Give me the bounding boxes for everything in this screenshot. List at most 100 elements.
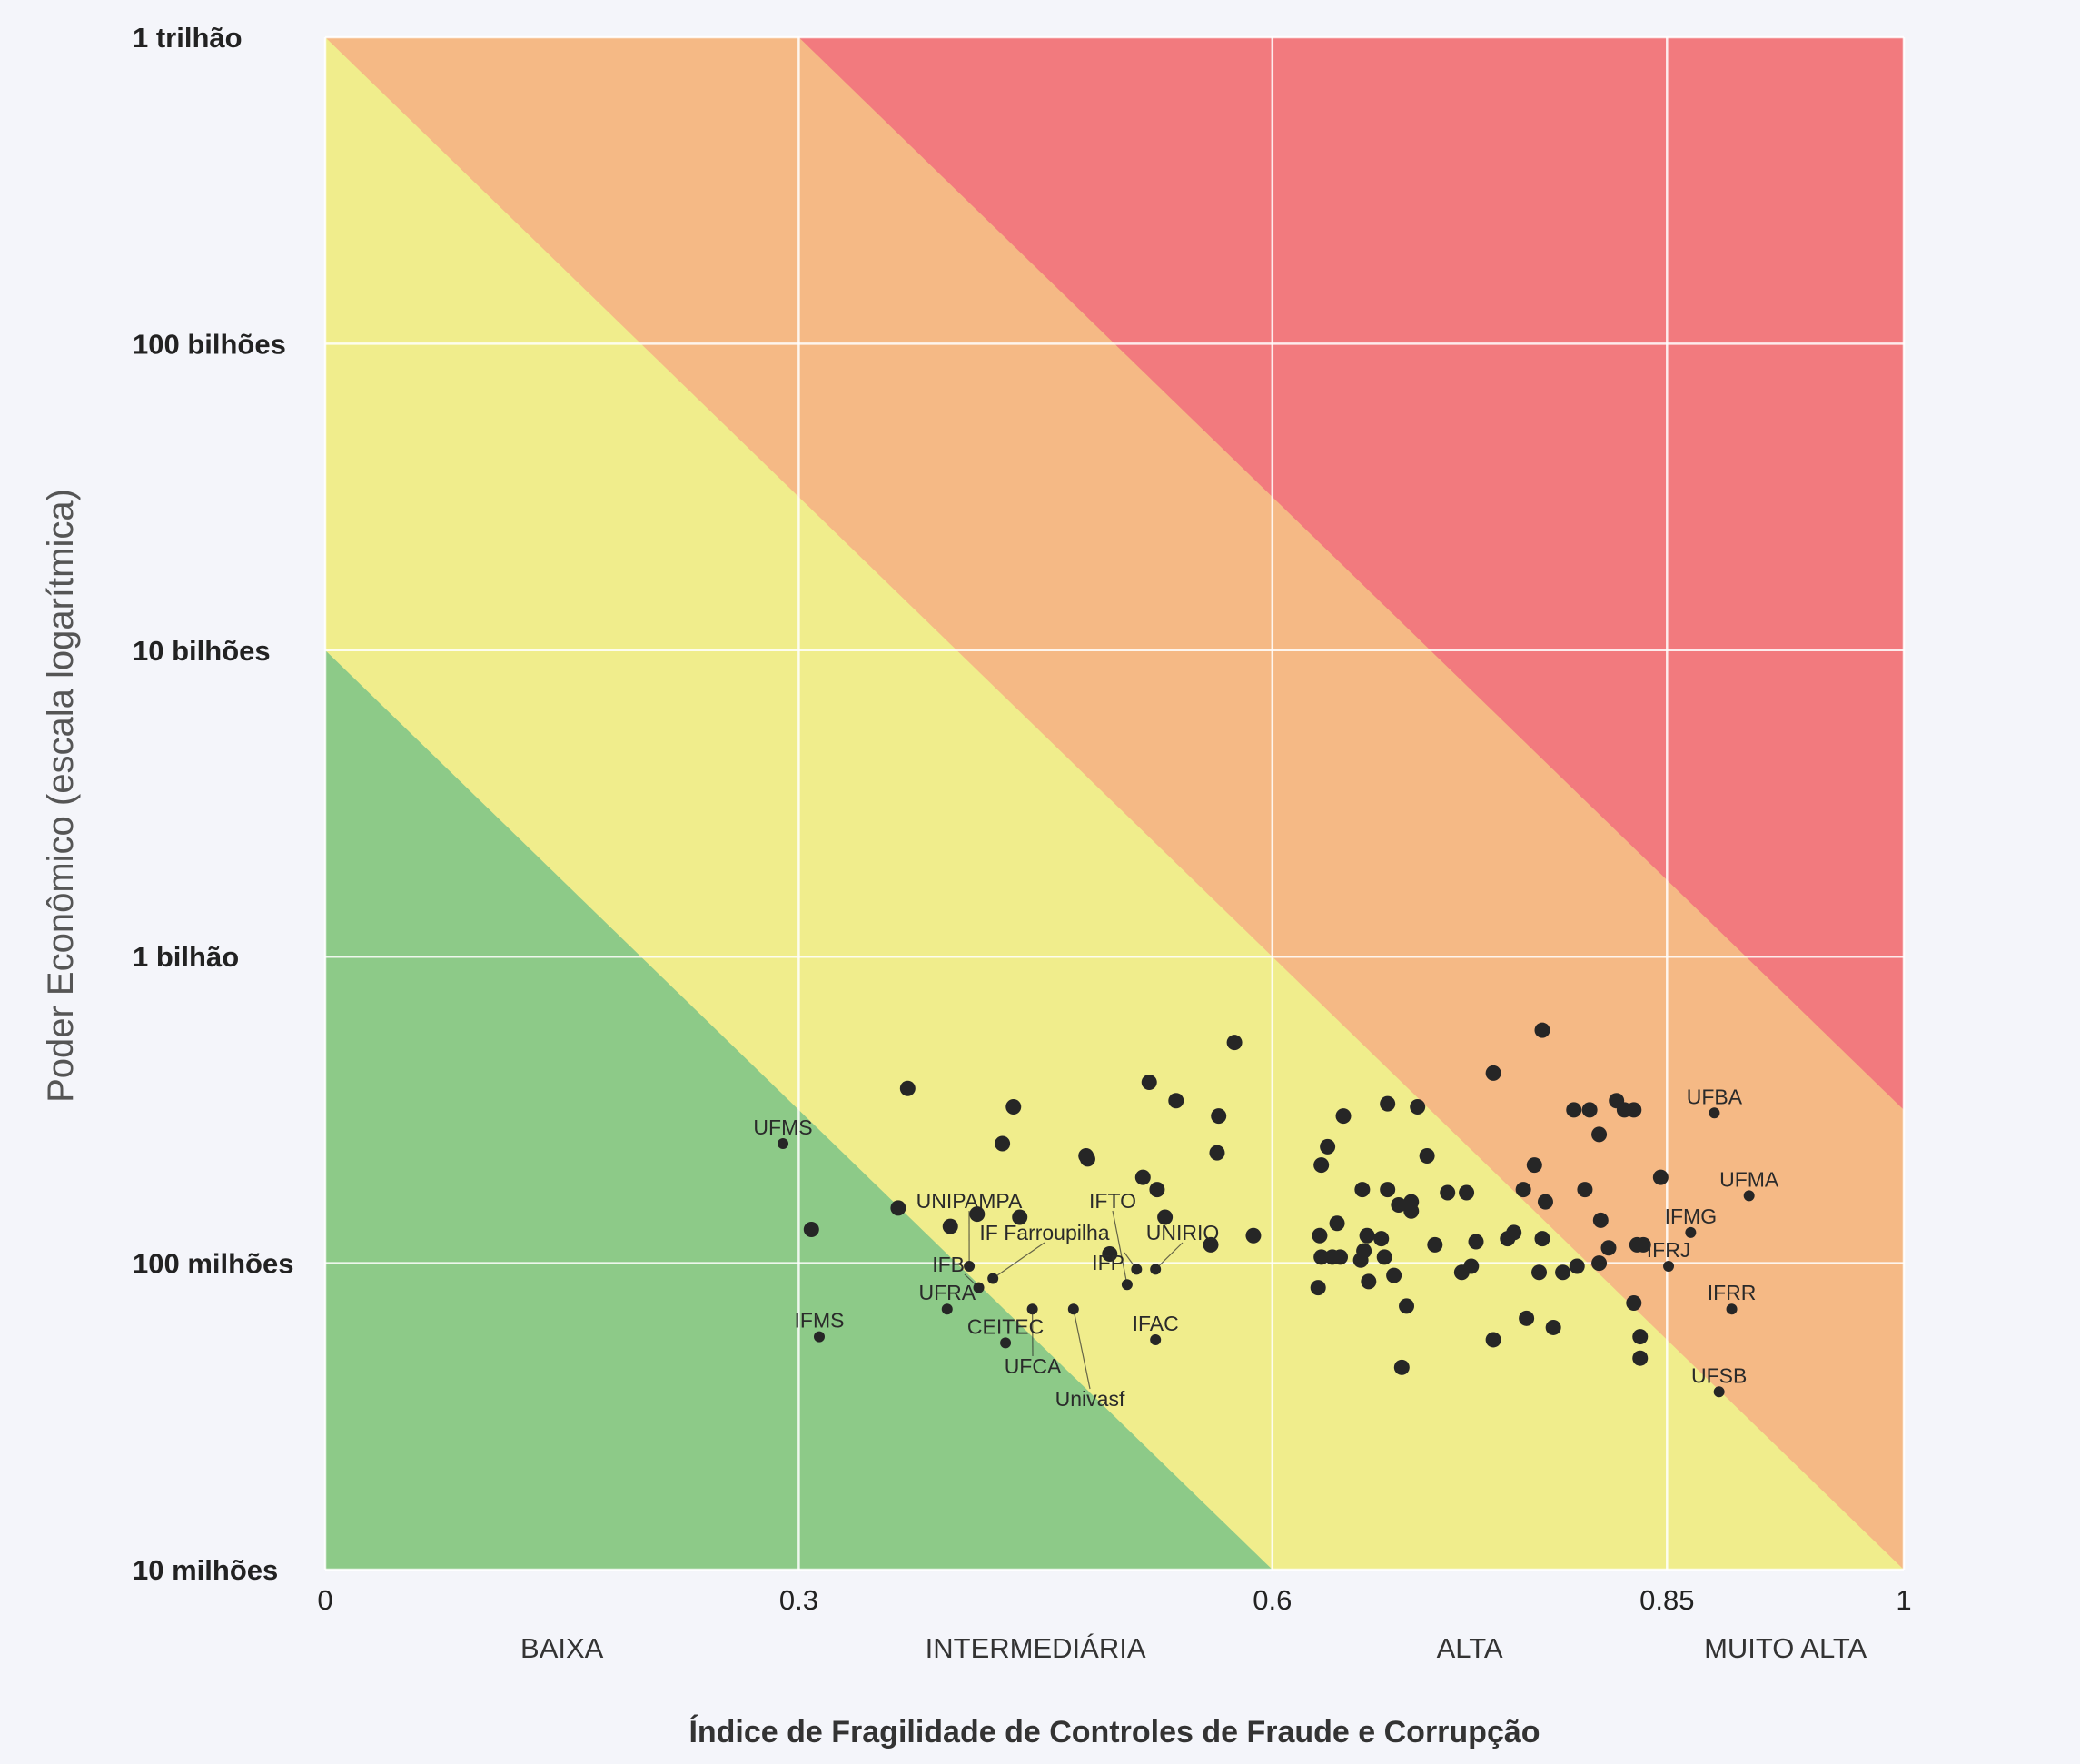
data-point [1380, 1182, 1396, 1198]
data-point [1591, 1255, 1608, 1272]
label-leader-line [1154, 1242, 1184, 1270]
data-point [1519, 1310, 1535, 1326]
y-tick-label: 100 milhões [133, 1248, 293, 1280]
data-point [1361, 1273, 1377, 1290]
data-point [1209, 1145, 1225, 1161]
data-point [1354, 1182, 1371, 1198]
point-label: UFCA [1005, 1354, 1062, 1378]
data-point [1626, 1294, 1642, 1311]
point-label: IFMS [795, 1309, 845, 1333]
labeled-data-point [1685, 1226, 1697, 1238]
data-point [1534, 1231, 1550, 1247]
data-point [1577, 1182, 1593, 1198]
point-label: UNIRIO [1146, 1221, 1220, 1244]
point-label: Univasf [1055, 1387, 1125, 1411]
data-point [1506, 1224, 1522, 1241]
data-point [1440, 1184, 1456, 1201]
y-tick-label: 1 trilhão [133, 22, 243, 54]
point-label: UFMS [753, 1115, 812, 1139]
point-label: IFAC [1133, 1312, 1179, 1335]
data-point [1515, 1182, 1531, 1198]
x-tick-label: 0 [317, 1584, 332, 1616]
data-point [1592, 1212, 1609, 1228]
data-point [1453, 1264, 1470, 1281]
point-labels: UFMS IFMS UFRA CEITEC UNIPAMPA IF Farroupilha… [753, 1085, 1778, 1411]
data-point [1393, 1359, 1410, 1375]
point-label: IFP [1092, 1251, 1124, 1274]
data-point [1626, 1102, 1642, 1118]
data-points [778, 1022, 1755, 1398]
data-point [899, 1080, 916, 1096]
labeled-data-point [1150, 1333, 1162, 1345]
data-point [803, 1221, 819, 1237]
data-point [1531, 1264, 1548, 1281]
point-label: UFBA [1687, 1085, 1743, 1108]
data-point [1419, 1148, 1435, 1164]
data-point [1376, 1249, 1392, 1265]
data-point [995, 1135, 1011, 1152]
point-label: UFSB [1691, 1363, 1747, 1387]
data-point [1545, 1319, 1561, 1335]
point-label: IFTO [1089, 1189, 1136, 1213]
y-axis-title: Poder Econômico (escala logarítmica) [41, 489, 81, 1103]
data-point [1335, 1108, 1352, 1125]
data-point [1391, 1196, 1407, 1213]
data-point [1102, 1245, 1118, 1262]
data-point [1566, 1102, 1582, 1118]
data-point [1168, 1093, 1184, 1109]
data-point [1310, 1280, 1326, 1296]
data-point [1134, 1169, 1151, 1185]
data-point [1459, 1184, 1475, 1201]
labeled-data-point [1709, 1107, 1720, 1119]
data-point [1591, 1126, 1608, 1143]
data-point [1534, 1022, 1550, 1038]
labeled-data-point [1663, 1260, 1675, 1272]
point-label: UFMA [1719, 1167, 1779, 1191]
labeled-data-point [1000, 1337, 1012, 1349]
x-tick-label: 1 [1896, 1584, 1911, 1616]
data-point [1312, 1227, 1328, 1244]
gridlines [323, 35, 1906, 1571]
labeled-data-point [778, 1138, 789, 1150]
data-point [1399, 1298, 1415, 1314]
data-point [1635, 1236, 1651, 1253]
point-label: IFB [932, 1253, 965, 1276]
data-point [1555, 1264, 1571, 1281]
data-point [1526, 1157, 1542, 1174]
data-point [1485, 1332, 1501, 1348]
data-point [1537, 1194, 1553, 1210]
data-point [1203, 1236, 1219, 1253]
point-label: UNIPAMPA [916, 1189, 1023, 1213]
data-point [1569, 1258, 1585, 1274]
labeled-data-point [941, 1303, 953, 1315]
data-point [1149, 1182, 1165, 1198]
data-point [1332, 1249, 1349, 1265]
y-tick-label: 10 milhões [133, 1554, 278, 1586]
data-point [1313, 1249, 1330, 1265]
data-point [1380, 1095, 1396, 1112]
category-label: MUITO ALTA [1704, 1632, 1867, 1664]
category-label: ALTA [1437, 1632, 1503, 1664]
data-point [1581, 1102, 1598, 1118]
data-point [1373, 1231, 1390, 1247]
data-point [1329, 1215, 1345, 1232]
data-point [942, 1218, 958, 1234]
data-point [1632, 1329, 1649, 1345]
data-point [1403, 1203, 1420, 1219]
category-label: INTERMEDIÁRIA [926, 1632, 1146, 1664]
label-leader-line [964, 1273, 979, 1289]
labeled-data-point [1726, 1303, 1738, 1315]
x-axis-title: Índice de Fragilidade de Controles de Fr… [688, 1715, 1540, 1749]
labeled-data-point [1743, 1190, 1755, 1202]
data-point [1356, 1243, 1372, 1259]
category-label: BAIXA [520, 1632, 604, 1664]
y-tick-label: 10 bilhões [133, 635, 271, 667]
point-label: IFRJ [1647, 1238, 1691, 1262]
label-leader-line [992, 1242, 1045, 1279]
label-leader-line [1124, 1252, 1137, 1270]
x-tick-label: 0.6 [1253, 1584, 1292, 1616]
data-point [1410, 1099, 1426, 1115]
data-point [1157, 1209, 1174, 1225]
